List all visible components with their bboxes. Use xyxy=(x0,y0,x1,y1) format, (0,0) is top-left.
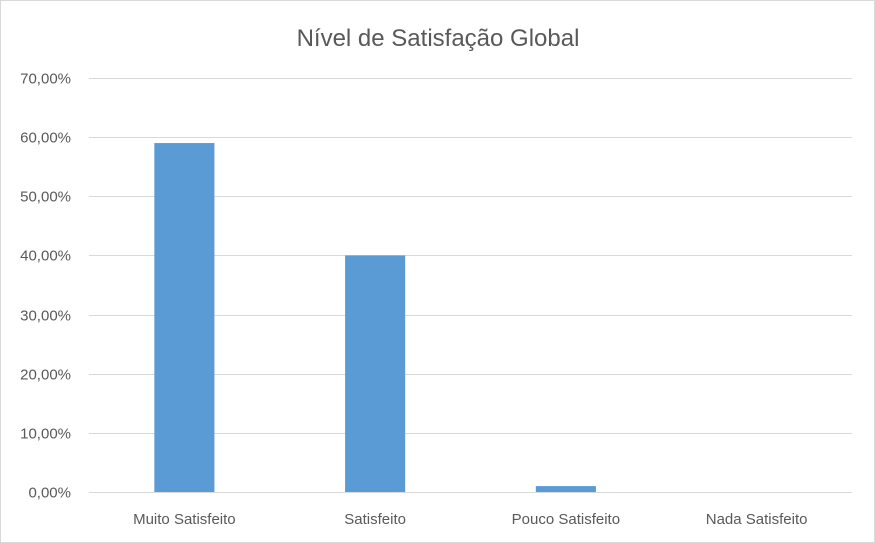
x-category-label: Muito Satisfeito xyxy=(133,511,236,528)
y-tick-label: 50,00% xyxy=(20,189,71,206)
y-tick-label: 70,00% xyxy=(20,71,71,88)
y-tick-label: 0,00% xyxy=(28,485,71,502)
y-tick-label: 60,00% xyxy=(20,130,71,147)
x-axis-category-labels: Muito Satisfeito Satisfeito Pouco Satisfei… xyxy=(133,511,807,528)
gridlines xyxy=(89,78,852,493)
x-category-label: Pouco Satisfeito xyxy=(512,511,620,528)
bar xyxy=(535,486,596,492)
bar xyxy=(154,143,215,493)
chart-title: Nível de Satisfação Global xyxy=(297,25,580,52)
y-tick-label: 10,00% xyxy=(20,426,71,443)
y-tick-label: 40,00% xyxy=(20,248,71,265)
x-category-label: Nada Satisfeito xyxy=(706,511,808,528)
bars xyxy=(154,143,596,493)
y-tick-label: 20,00% xyxy=(20,367,71,384)
x-category-label: Satisfeito xyxy=(344,511,406,528)
y-tick-label: 30,00% xyxy=(20,308,71,325)
y-axis-tick-labels: 0,00% 10,00% 20,00% 30,00% 40,00% 50,00% 60,00… xyxy=(20,71,71,502)
bar xyxy=(345,255,406,492)
